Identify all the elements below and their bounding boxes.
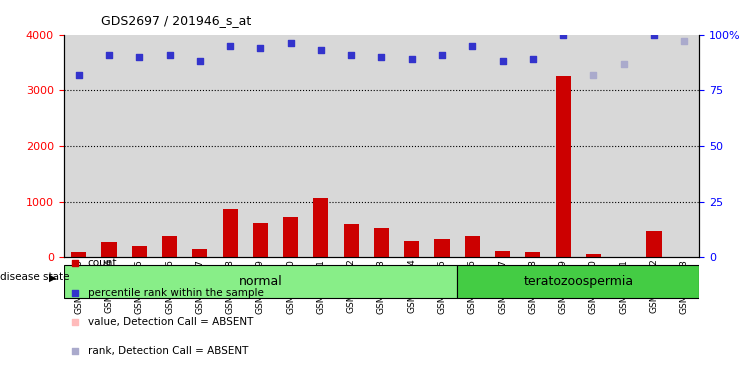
Point	[164, 51, 176, 58]
Point	[254, 45, 266, 51]
Point	[315, 47, 327, 53]
Point	[527, 56, 539, 62]
Bar	[94, 35, 124, 257]
Point	[648, 31, 660, 38]
Bar	[71, 252, 86, 257]
Bar	[457, 265, 699, 298]
Point	[375, 54, 387, 60]
Point	[466, 43, 478, 49]
Bar	[518, 35, 548, 257]
Point	[405, 56, 417, 62]
Point	[224, 43, 236, 49]
Bar	[578, 35, 609, 257]
Text: teratozoospermia: teratozoospermia	[523, 275, 634, 288]
Bar	[162, 236, 177, 257]
Text: count: count	[88, 258, 117, 268]
Bar	[154, 35, 185, 257]
Point	[587, 71, 599, 78]
Text: percentile rank within the sample: percentile rank within the sample	[88, 288, 263, 298]
Bar	[488, 35, 518, 257]
Text: GDS2697 / 201946_s_at: GDS2697 / 201946_s_at	[101, 14, 251, 27]
Bar	[306, 35, 336, 257]
Bar	[343, 224, 359, 257]
Point	[194, 58, 206, 65]
Bar	[495, 251, 510, 257]
Bar	[374, 228, 389, 257]
Bar	[427, 35, 457, 257]
Bar	[669, 35, 699, 257]
Bar	[435, 239, 450, 257]
Bar	[253, 223, 268, 257]
Bar	[222, 209, 238, 257]
Bar	[367, 35, 396, 257]
Text: disease state: disease state	[0, 272, 70, 283]
Bar	[525, 252, 540, 257]
Bar	[64, 265, 457, 298]
Point	[73, 71, 85, 78]
Point	[285, 40, 297, 46]
Point	[497, 58, 509, 65]
Bar	[465, 235, 480, 257]
Point	[557, 31, 569, 38]
Text: value, Detection Call = ABSENT: value, Detection Call = ABSENT	[88, 317, 253, 327]
Bar	[132, 246, 147, 257]
Bar	[313, 198, 328, 257]
Text: ▶: ▶	[49, 272, 56, 283]
Bar	[639, 35, 669, 257]
Bar	[609, 35, 639, 257]
Point	[346, 51, 358, 58]
Bar	[192, 249, 207, 257]
Bar	[457, 35, 488, 257]
Point	[133, 54, 145, 60]
Bar	[64, 35, 94, 257]
Bar	[404, 241, 420, 257]
Text: rank, Detection Call = ABSENT: rank, Detection Call = ABSENT	[88, 346, 248, 356]
Bar	[215, 35, 245, 257]
Bar	[556, 76, 571, 257]
Bar	[396, 35, 427, 257]
Bar	[586, 254, 601, 257]
Bar	[283, 217, 298, 257]
Point	[479, 75, 491, 81]
Bar	[124, 35, 154, 257]
Text: normal: normal	[239, 275, 282, 288]
Bar	[102, 242, 117, 257]
Point	[678, 38, 690, 44]
Bar	[275, 35, 306, 257]
Bar	[548, 35, 578, 257]
Bar	[646, 231, 661, 257]
Point	[103, 51, 115, 58]
Point	[618, 60, 630, 66]
Bar	[185, 35, 215, 257]
Point	[436, 51, 448, 58]
Bar	[245, 35, 275, 257]
Bar	[336, 35, 367, 257]
